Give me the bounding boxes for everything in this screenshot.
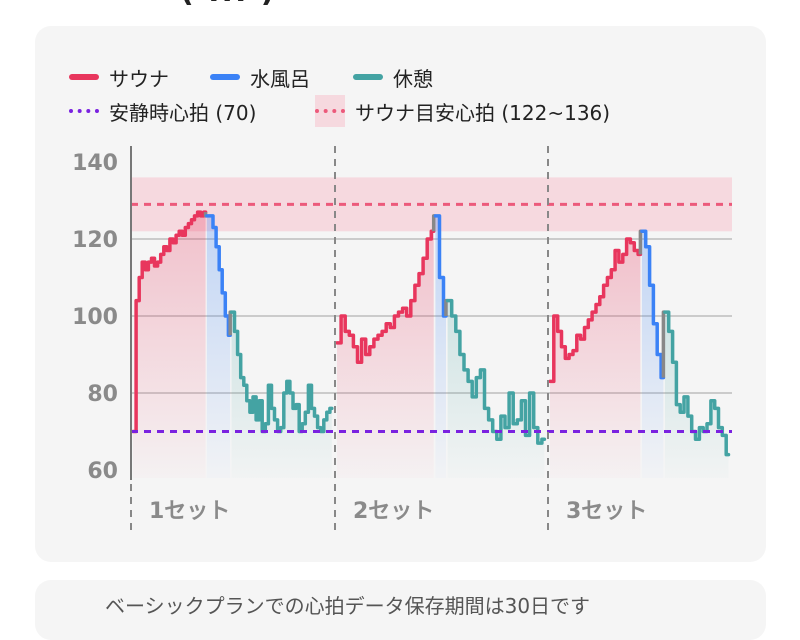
y-tick-label-60: 60 [87,459,118,484]
legend-swatch-rest [353,74,383,80]
legend-label-rest: 休憩 [393,66,433,91]
area-sauna-set1 [133,212,206,478]
header-fragment: ( ... ) [180,0,277,9]
y-tick-label-140: 140 [72,151,118,176]
footer-note-card: ベーシックプランでの心拍データ保存期間は30日です [35,580,766,640]
y-tick-label-100: 100 [72,305,118,330]
area-rest-set3 [664,312,729,478]
transition-line-set3-rest [661,310,666,378]
line-rest-set1 [229,310,334,434]
legend-item-rest: 休憩 [353,62,433,92]
line-cold-set1 [205,214,232,338]
legend-item-sauna: サウナ [69,62,169,92]
line-sauna-set3 [548,237,643,384]
set-label-3: 3セット [566,499,647,524]
legend-swatch-cold [210,74,240,80]
legend-swatch-target-hr [315,95,345,127]
transition-line-set1-rest [228,310,232,336]
axis-layer: 60 80 100 120 140 1セット 2セット 3セット [72,146,647,532]
line-cold-set2 [433,214,448,318]
legend-item-cold: 水風呂 [210,62,310,92]
legend-label-sauna: サウナ [109,66,169,91]
heart-rate-chart: 60 80 100 120 140 1セット 2セット 3セット [72,146,732,532]
transition-line-set2-rest [444,298,448,316]
area-rest-set2 [447,300,545,478]
set-label-1: 1セット [149,499,230,524]
series-line-layer [131,210,731,457]
legend-swatch-sauna [69,74,99,80]
line-sauna-set2 [335,229,436,364]
set-label-2: 2セット [353,499,434,524]
area-cold-set1 [206,215,231,478]
area-fill-layer [133,212,729,478]
reference-line-layer [131,202,732,433]
legend-label-cold: 水風呂 [250,66,310,91]
line-sauna-set1 [131,210,208,434]
legend-swatch-resting-hr [69,109,99,113]
line-cold-set3 [640,229,666,380]
legend-label-resting-hr: 安静時心拍 (70) [109,100,257,125]
transition-line-set3-cold [638,229,643,255]
area-cold-set3 [641,231,664,478]
area-rest-set1 [231,312,332,478]
line-rest-set2 [445,298,547,445]
legend-item-resting-hr: 安静時心拍 (70) [69,96,256,126]
line-rest-set3 [663,310,731,457]
legend-item-target-hr: サウナ目安心拍 (122~136) [315,95,611,127]
area-sauna-set3 [550,239,641,478]
legend-label-target-hr: サウナ目安心拍 (122~136) [355,100,611,125]
transition-line-set2-cold [431,214,436,232]
y-tick-label-80: 80 [87,382,118,407]
footer-note-text: ベーシックプランでの心拍データ保存期間は30日です [105,594,591,618]
y-tick-label-120: 120 [72,228,118,253]
area-sauna-set2 [337,231,434,478]
